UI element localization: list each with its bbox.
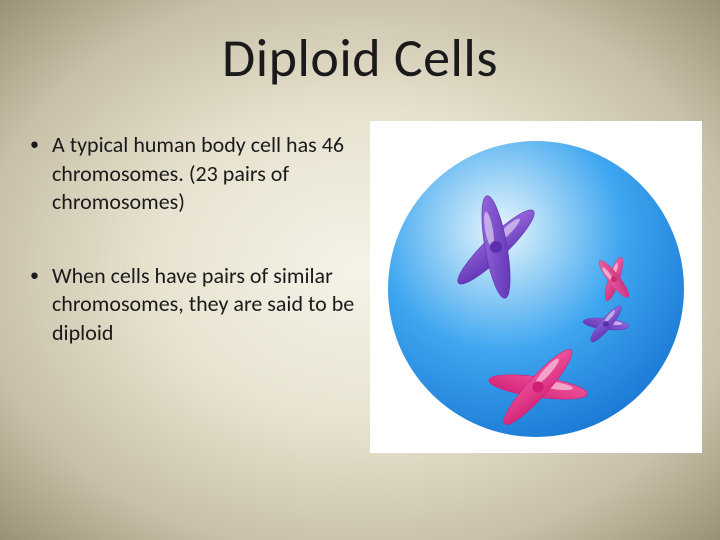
diagram-frame <box>370 121 702 453</box>
image-column <box>370 121 702 453</box>
bullet-text: When cells have pairs of similar chromos… <box>52 262 360 348</box>
text-column: • A typical human body cell has 46 chrom… <box>30 121 360 453</box>
bullet-dot-icon: • <box>30 131 52 217</box>
bullet-item: • When cells have pairs of similar chrom… <box>30 262 360 348</box>
content-row: • A typical human body cell has 46 chrom… <box>30 121 690 453</box>
cell-diagram <box>378 129 694 445</box>
bullet-text: A typical human body cell has 46 chromos… <box>52 131 360 217</box>
bullet-dot-icon: • <box>30 262 52 348</box>
bullet-item: • A typical human body cell has 46 chrom… <box>30 131 360 217</box>
slide-title: Diploid Cells <box>30 25 690 91</box>
slide: Diploid Cells • A typical human body cel… <box>0 0 720 540</box>
